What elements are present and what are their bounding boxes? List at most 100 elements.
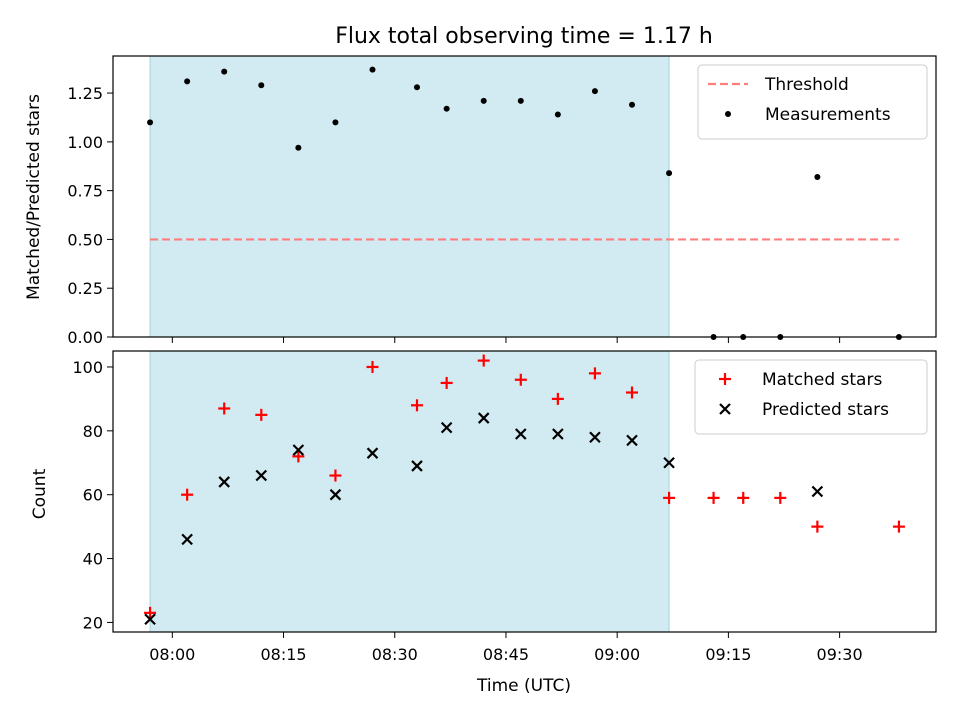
series-0-point-0 [144,606,157,619]
series-1-point-13 [626,434,638,447]
legend-label-1: Predicted stars [762,400,889,420]
series-1-point-11-b [552,428,564,440]
series-1-point-9-b [477,412,490,424]
series-1-point-0 [144,613,156,626]
series-1-point-15 [811,485,824,498]
series-1-point-6-b [366,447,379,459]
series-0-point-14 [663,491,676,504]
series-0-point-8 [440,376,453,389]
series-1-point-1-b [181,533,193,546]
y-tick-label: 60 [83,486,103,505]
y-tick-label: 20 [83,613,103,632]
series-0-point-17 [774,491,787,504]
legend-marker-1 [719,403,731,415]
legend: Threshold Measurements [697,64,928,140]
y-tick-label: 0.75 [67,182,103,201]
series-1-point-3 [255,469,268,482]
series-0-point-11 [551,392,564,405]
series-0-point-14 [666,170,673,177]
series-0-point-6 [369,66,376,73]
x-tick-label: 08:45 [483,645,529,664]
series-0-point-13 [626,386,639,399]
series-0-point-5 [329,469,342,482]
series-0-point-5 [332,119,339,126]
legend: Matched stars Predicted stars [694,359,928,435]
series-0-point-8 [443,105,450,112]
x-tick-label: 09:15 [705,645,751,664]
x-tick-label: 08:00 [149,645,195,664]
series-1-point-11 [552,428,564,440]
series-0-point-10 [517,97,524,104]
series-1-point-15-b [811,485,824,498]
series-1-point-3-b [255,469,268,482]
x-tick-label: 08:30 [372,645,418,664]
series-0-point-4 [292,450,305,463]
legend-box [694,359,928,435]
y-tick-label: 1.25 [67,84,103,103]
series-1-point-1 [181,533,193,546]
y-tick-label: 80 [83,422,103,441]
top-y-axis-label: Matched/Predicted stars [24,94,44,300]
series-0-point-15 [707,491,720,504]
series-1-point-4-b [292,444,305,456]
plot-frame [112,350,937,633]
series-1-point-5 [329,488,342,501]
series-1-point-2 [218,476,230,488]
series-0-point-19 [892,520,905,533]
chart-title: Flux total observing time = 1.17 h [335,24,713,49]
plot-frame [112,55,937,338]
series-0-point-13 [629,101,636,108]
observing-span [149,350,670,633]
series-1-point-2-b [218,476,230,488]
legend-label-0: Measurements [765,105,891,125]
series-0-point-10 [514,373,527,386]
legend-marker-0 [725,111,731,117]
top-panel: 0.00 0.25 0.50 0.75 1.00 1.25 Threshold Measure… [67,55,937,347]
series-0-point-16 [737,491,750,504]
bottom-panel: 20 40 60 80 100 08:00 08:15 08:30 08:45 09:00 09:1… [72,350,937,664]
x-tick-label: 09:00 [594,645,640,664]
y-tick-label: 0.25 [67,279,103,298]
series-0-point-18 [814,173,821,180]
observing-span [149,55,670,338]
y-tick-label: 0.50 [67,230,103,249]
series-1-point-12-b [589,431,601,443]
x-tick-label: 08:15 [260,645,306,664]
y-tick-label: 40 [83,550,103,569]
series-0-point-11 [554,111,561,118]
series-0-point-12 [588,367,601,380]
series-1-point-10-b [515,428,527,440]
series-0-point-6 [366,360,379,373]
series-1-point-5-b [329,488,342,501]
y-tick-label: 0.00 [67,328,103,347]
series-0-point-9 [477,354,490,367]
series-0-point-9 [480,97,487,104]
series-0-point-1 [181,488,194,501]
legend-box [697,64,928,140]
legend-threshold-label: Threshold [764,75,849,95]
series-1-point-7 [411,460,423,472]
series-1-point-4 [292,444,305,456]
series-0-point-0 [147,119,154,126]
x-tick-label: 09:30 [817,645,863,664]
x-axis-label: Time (UTC) [476,676,571,696]
series-0-point-7 [413,84,420,91]
series-1-point-8 [440,421,453,434]
legend-marker-1-b [719,403,731,415]
series-0-point-2 [218,402,231,415]
series-1-point-14 [663,456,675,469]
series-1-point-0-b [144,613,156,626]
series-1-point-8-b [440,421,453,434]
series-0-point-1 [184,78,191,85]
series-0-point-12 [591,88,598,95]
series-1-point-9 [477,412,490,424]
bottom-y-axis-label: Count [30,468,50,519]
series-0-point-2 [221,68,228,75]
series-1-point-13-b [626,434,638,447]
series-1-point-12 [589,431,601,443]
legend-marker-0 [719,373,731,385]
series-0-point-18 [811,520,824,533]
series-1-point-14-b [663,456,675,469]
y-tick-label: 100 [72,358,103,377]
